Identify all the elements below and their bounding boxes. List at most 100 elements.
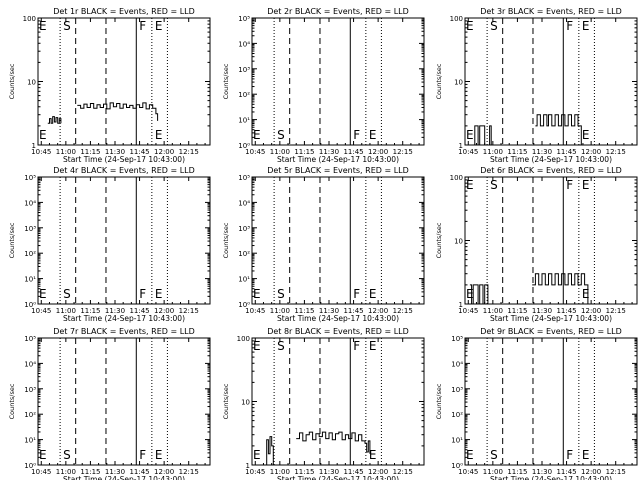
events-series-segment [296,431,371,454]
x-tick-label: 11:45 [556,148,576,156]
y-tick-label: 10³ [451,386,463,394]
x-tick-label: 11:00 [483,148,503,156]
x-tick-label: 10:45 [458,148,478,156]
y-tick-label: 100 [237,335,250,343]
event-label-top: E [39,19,47,33]
y-tick-label: 10⁴ [238,199,250,207]
x-tick-label: 11:00 [483,468,503,476]
x-tick-label: 10:45 [245,148,265,156]
y-axis-label: Counts/sec [435,63,443,99]
event-label-S: S [277,287,285,301]
event-label-top: E [466,178,474,192]
x-tick-label: 12:00 [368,148,388,156]
x-tick-label: 11:30 [105,307,125,315]
x-tick-label: 11:15 [80,307,100,315]
x-tick-label: 11:45 [129,307,149,315]
event-label-E-left: E [466,448,474,462]
event-label-E-left: E [253,448,261,462]
x-tick-label: 11:00 [270,148,290,156]
x-tick-label: 10:45 [31,307,51,315]
y-tick-label: 100 [450,174,463,182]
y-tick-label: 10⁴ [24,199,36,207]
y-tick-label: 1 [246,462,250,470]
event-label-top: E [466,19,474,33]
detector-panel-9: Det 9r BLACK = Events, RED = LLD 10:45 11:… [435,327,638,480]
y-tick-label: 1 [459,142,463,150]
event-label-E: E [369,128,377,142]
y-tick-label: 10¹ [238,117,250,125]
x-tick-label: 11:15 [80,148,100,156]
panel-title: Det 6r BLACK = Events, RED = LLD [480,166,622,175]
y-tick-label: 10³ [24,386,36,394]
x-tick-label: 12:15 [393,468,413,476]
y-tick-label: 10⁵ [238,15,250,23]
plot-frame [37,176,211,305]
detector-panel-1: Det 1r BLACK = Events, RED = LLD 10:45 11:… [8,7,211,164]
y-tick-label: 10⁰ [238,301,250,309]
detector-panel-2: Det 2r BLACK = Events, RED = LLD 10:45 11:… [222,7,425,164]
x-axis-label: Start Time (24-Sep-17 10:43:00) [277,314,399,323]
y-tick-label: 100 [450,15,463,23]
x-axis-label: Start Time (24-Sep-17 10:43:00) [63,155,185,164]
x-tick-label: 11:30 [532,148,552,156]
y-axis-label: Counts/sec [222,222,230,258]
x-tick-label: 11:00 [56,307,76,315]
y-axis-label: Counts/sec [435,383,443,419]
x-tick-label: 12:15 [606,307,626,315]
x-tick-label: 11:00 [270,307,290,315]
y-tick-label: 10² [451,411,463,419]
y-tick-label: 10⁰ [24,462,36,470]
event-label-top: E [582,19,590,33]
y-axis-label: Counts/sec [222,63,230,99]
panel-title: Det 9r BLACK = Events, RED = LLD [480,327,622,336]
y-tick-label: 10⁵ [238,174,250,182]
x-axis-label: Start Time (24-Sep-17 10:43:00) [490,155,612,164]
x-tick-label: 10:45 [458,307,478,315]
y-tick-label: 10⁵ [24,174,36,182]
event-label-top: S [490,19,498,33]
y-tick-label: 10¹ [238,276,250,284]
x-tick-label: 12:00 [368,307,388,315]
event-label-top: E [253,339,261,353]
x-tick-label: 12:15 [393,148,413,156]
event-label-E: E [155,128,163,142]
x-tick-label: 11:30 [319,307,339,315]
event-label-E: E [582,128,590,142]
x-tick-label: 11:45 [343,468,363,476]
y-tick-label: 1 [459,301,463,309]
panel-title: Det 5r BLACK = Events, RED = LLD [267,166,409,175]
events-series-segment [535,114,585,146]
detector-panel-8: Det 8r BLACK = Events, RED = LLD 10:45 11:… [222,327,425,480]
y-tick-label: 10 [454,238,463,246]
event-label-E: E [369,287,377,301]
x-tick-label: 10:45 [245,307,265,315]
y-tick-label: 10³ [238,66,250,74]
events-series-segment [77,102,159,121]
y-tick-label: 10⁴ [451,360,463,368]
y-tick-label: 10⁰ [24,301,36,309]
event-label-E: E [582,448,590,462]
x-tick-label: 11:45 [556,307,576,315]
panel-title: Det 2r BLACK = Events, RED = LLD [267,7,409,16]
event-label-F: F [566,448,573,462]
x-axis-label: Start Time (24-Sep-17 10:43:00) [277,475,399,480]
x-tick-label: 12:00 [581,148,601,156]
detector-panel-6: Det 6r BLACK = Events, RED = LLD 10:45 11:… [435,166,638,323]
x-tick-label: 11:30 [532,468,552,476]
event-label-E-left: E [253,128,261,142]
x-tick-label: 11:45 [129,148,149,156]
x-tick-label: 11:45 [556,468,576,476]
x-tick-label: 11:00 [56,148,76,156]
detector-panel-3: Det 3r BLACK = Events, RED = LLD 10:45 11:… [435,7,638,164]
x-tick-label: 11:15 [294,148,314,156]
plot-frame [464,176,638,305]
plot-frame [37,337,211,466]
x-tick-label: 11:45 [129,468,149,476]
event-label-top: E [369,339,377,353]
x-tick-label: 10:45 [458,468,478,476]
plot-frame [251,176,425,305]
y-tick-label: 1 [32,142,36,150]
y-tick-label: 100 [23,15,36,23]
events-series-segment [469,125,492,146]
x-tick-label: 11:15 [294,307,314,315]
